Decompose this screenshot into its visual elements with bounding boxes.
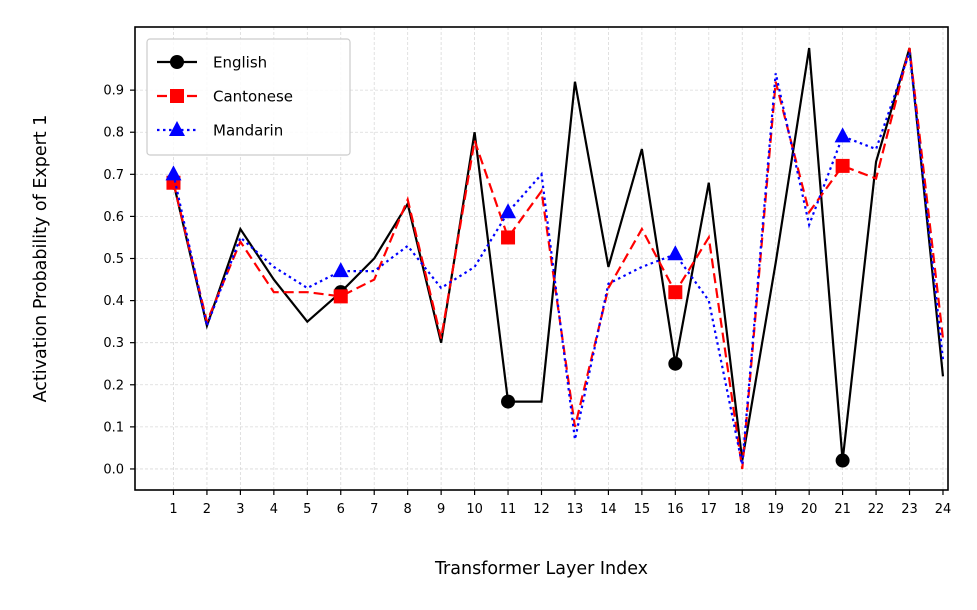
x-tick-label: 22 [868,502,885,517]
x-tick-label: 11 [500,502,517,517]
y-tick-label: 0.5 [103,252,124,267]
y-tick-label: 0.3 [103,336,124,351]
data-point-mandarin [165,165,182,181]
series-mandarin [165,51,945,465]
x-tick-label: 1 [169,502,177,517]
data-point-mandarin [667,245,684,261]
data-point-mandarin [332,262,349,278]
legend-marker-square [170,89,184,103]
legend-item-cantonese: Cantonese [157,88,293,106]
y-tick-label: 0.1 [103,420,124,435]
series-line-english [172,47,945,461]
legend-label: English [213,54,267,72]
legend: English Cantonese Mandarin [146,38,351,156]
y-tick-label: 0.2 [103,378,124,393]
ticks: 1 2 3 4 5 6 7 8 9 10 11 12 13 14 15 16 17 18 19 20 21 22 23 240… [103,84,951,517]
data-point-english [668,356,683,371]
data-point-mandarin [834,127,851,143]
y-tick-label: 0.9 [103,84,124,99]
legend-item-mandarin: Mandarin [157,121,283,140]
x-tick-label: 7 [370,502,378,517]
x-tick-label: 23 [901,502,918,517]
data-point-cantonese [668,285,683,300]
data-point-english [501,394,516,409]
series-line-mandarin [172,51,945,465]
data-point-cantonese [835,158,850,173]
y-axis-title: Activation Probability of Expert 1 [31,115,51,403]
legend-box [146,38,351,156]
x-tick-label: 2 [203,502,211,517]
y-tick-label: 0.7 [103,168,124,183]
x-tick-label: 6 [337,502,345,517]
legend-marker-triangle [169,121,185,136]
data-point-mandarin [500,203,517,219]
legend-item-english: English [157,54,267,72]
x-axis-title: Transformer Layer Index [434,559,648,579]
x-tick-label: 8 [404,502,412,517]
legend-label: Cantonese [213,88,293,106]
x-tick-label: 14 [600,502,617,517]
data-point-cantonese [501,230,516,245]
x-tick-label: 12 [533,502,550,517]
data-point-english [835,453,850,468]
x-tick-label: 13 [567,502,584,517]
y-tick-label: 0.0 [103,462,124,477]
series-line-cantonese [172,47,945,470]
data-point-cantonese [333,289,348,304]
x-tick-label: 21 [834,502,851,517]
x-tick-label: 17 [701,502,718,517]
y-tick-label: 0.8 [103,126,124,141]
x-tick-label: 24 [935,502,952,517]
y-tick-label: 0.6 [103,210,124,225]
x-tick-label: 19 [767,502,784,517]
x-tick-label: 20 [801,502,818,517]
x-tick-label: 10 [466,502,483,517]
series-group [165,47,945,470]
x-tick-label: 4 [270,502,278,517]
x-tick-label: 15 [634,502,651,517]
legend-marker-circle [170,55,184,69]
x-tick-label: 3 [236,502,244,517]
legend-label: Mandarin [213,122,283,140]
x-tick-label: 18 [734,502,751,517]
y-tick-label: 0.4 [103,294,124,309]
x-tick-label: 16 [667,502,684,517]
x-tick-label: 9 [437,502,445,517]
x-tick-label: 5 [303,502,311,517]
